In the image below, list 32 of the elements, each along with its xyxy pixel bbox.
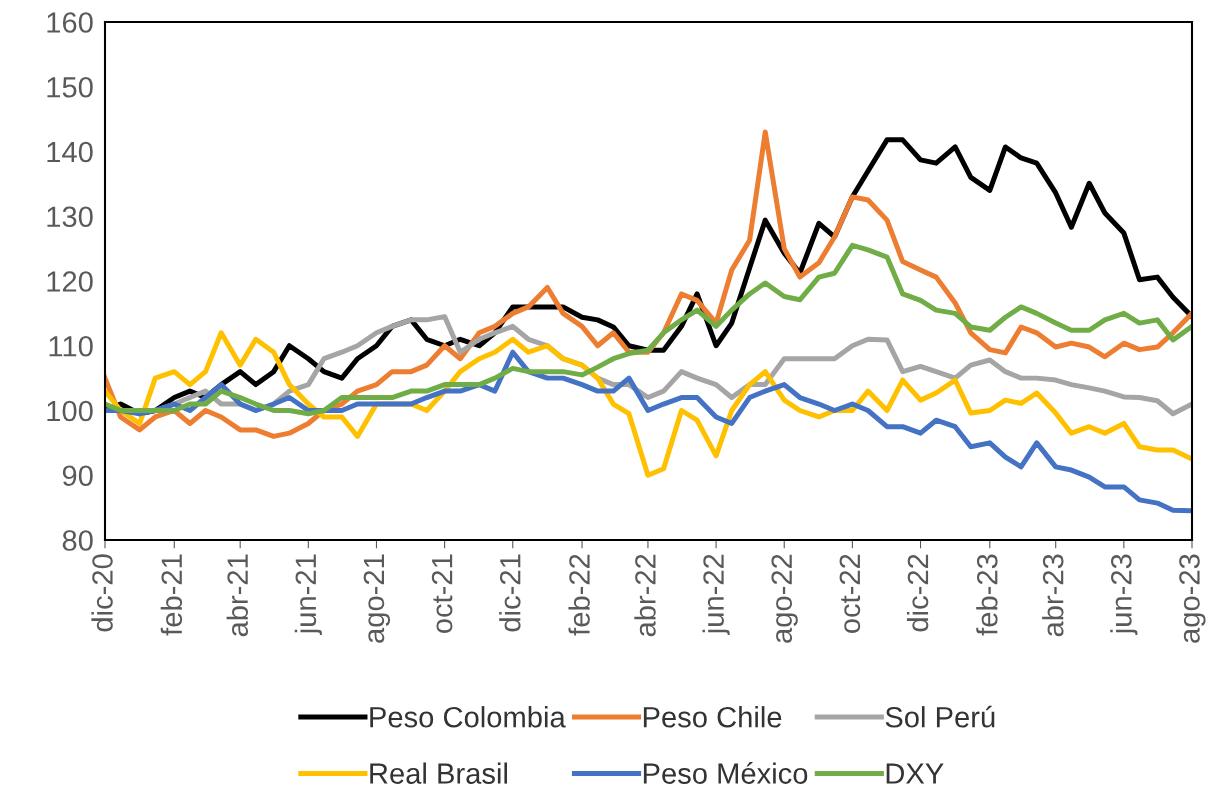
y-tick-label: 160	[47, 12, 93, 33]
legend-label: Peso México	[643, 762, 808, 784]
y-tick-label: 80	[62, 530, 93, 551]
y-tick-label: 110	[49, 335, 93, 357]
y-tick-label: 100	[47, 400, 93, 422]
y-tick-label: 120	[47, 271, 93, 292]
x-tick-label: ago-21	[363, 554, 391, 643]
y-tick-label: 140	[47, 141, 93, 163]
x-tick-label: jun-23	[1110, 554, 1138, 635]
x-tick-label: feb-23	[976, 554, 998, 636]
x-tick-label: jun-22	[702, 554, 730, 635]
x-tick-label: ago-22	[771, 554, 798, 643]
x-tick-label: feb-22	[568, 554, 590, 636]
x-tick-label: abr-23	[1042, 554, 1064, 637]
y-tick-label: 130	[47, 206, 93, 228]
x-tick-label: dic-20	[91, 554, 113, 632]
x-tick-label: abr-22	[634, 554, 656, 637]
x-tick-label: abr-21	[226, 554, 249, 637]
x-tick-label: dic-21	[499, 554, 521, 632]
x-tick-label: jun-21	[294, 554, 322, 635]
x-tick-label: feb-21	[160, 554, 183, 636]
x-tick-label: dic-22	[906, 554, 929, 632]
legend-label: Peso Colombia	[370, 706, 566, 728]
x-tick-label: oct-22	[839, 554, 861, 634]
x-tick-label: ago-23	[1179, 554, 1206, 643]
legend-label: Real Brasil	[370, 762, 507, 784]
y-tick-label: 90	[62, 465, 93, 487]
legend-label: Peso Chile	[643, 706, 782, 728]
y-tick-label: 150	[47, 76, 93, 98]
legend-label: DXY	[886, 763, 944, 784]
x-tick-label: oct-21	[431, 554, 453, 634]
legend-label: Sol Perú	[885, 705, 995, 728]
